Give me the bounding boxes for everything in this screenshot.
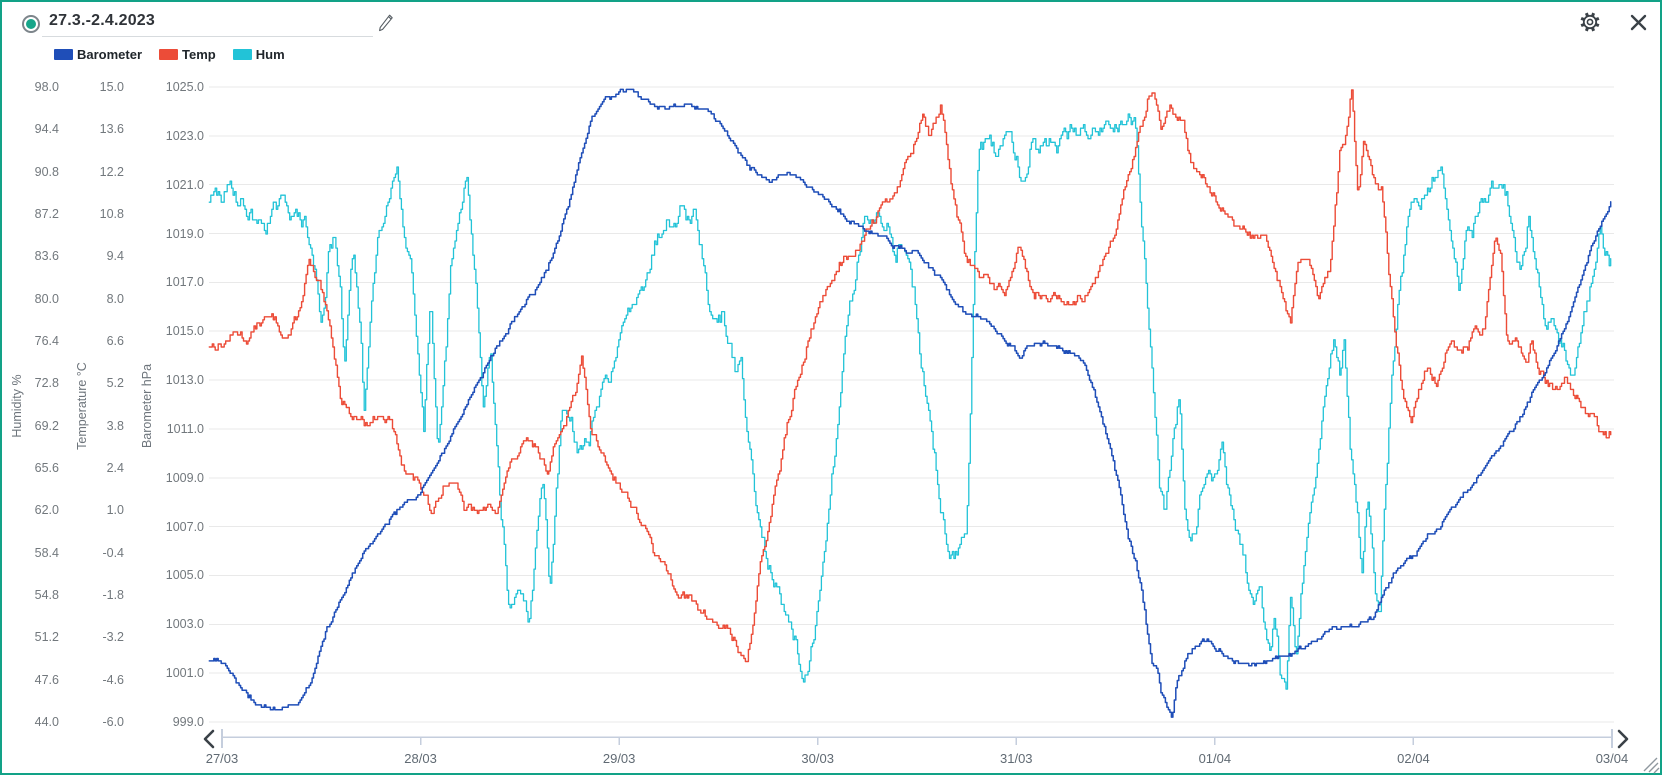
legend-label: Temp <box>182 47 216 62</box>
gear-icon[interactable] <box>1578 10 1602 34</box>
y-tick-label-barometer: 1013.0 <box>165 373 204 388</box>
x-tick-label: 02/04 <box>1397 751 1430 766</box>
y-tick-label-temperature: 8.0 <box>106 291 124 306</box>
y-tick-label-humidity: 98.0 <box>34 80 59 94</box>
y-tick-label-barometer: 1007.0 <box>165 519 204 534</box>
chart-title-input[interactable]: 27.3.-2.4.2023 <box>42 8 373 37</box>
y-tick-label-humidity: 76.4 <box>34 334 59 348</box>
y-tick-label-barometer: 1025.0 <box>165 80 204 94</box>
y-tick-label-temperature: -0.4 <box>102 545 124 560</box>
legend-swatch-temp <box>159 49 179 60</box>
legend-swatch-barometer <box>54 49 73 60</box>
y-tick-label-humidity: 80.0 <box>34 291 59 306</box>
y-tick-label-temperature: 9.4 <box>106 249 124 264</box>
y-tick-label-barometer: 1017.0 <box>165 275 204 290</box>
y-tick-label-humidity: 62.0 <box>34 503 59 518</box>
y-tick-label-humidity: 51.2 <box>34 630 59 645</box>
x-tick-label: 29/03 <box>602 751 636 766</box>
legend-label: Barometer <box>77 47 143 62</box>
y-tick-label-temperature: 3.8 <box>106 418 124 433</box>
y-tick-label-humidity: 83.6 <box>34 249 59 264</box>
x-tick-label: 27/03 <box>205 751 239 766</box>
y-tick-label-humidity: 65.6 <box>34 461 59 475</box>
y-tick-label-temperature: -3.2 <box>102 630 124 645</box>
y-tick-label-humidity: 58.4 <box>34 545 59 560</box>
chart-title: 27.3.-2.4.2023 <box>49 12 155 29</box>
y-tick-label-humidity: 54.8 <box>34 588 59 602</box>
close-icon[interactable] <box>1629 13 1648 32</box>
y-tick-label-temperature: 6.6 <box>106 334 124 348</box>
y-tick-label-barometer: 1019.0 <box>165 226 204 241</box>
legend-label: Hum <box>255 47 285 62</box>
y-tick-label-temperature: 2.4 <box>106 461 124 475</box>
legend-item-hum[interactable]: Hum <box>232 47 285 62</box>
y-tick-label-barometer: 1015.0 <box>165 324 204 339</box>
y-tick-label-barometer: 1003.0 <box>165 617 204 632</box>
x-tick-label: 01/04 <box>1198 751 1232 766</box>
legend-item-temp[interactable]: Temp <box>159 47 216 62</box>
y-tick-label-barometer: 1011.0 <box>166 421 204 436</box>
series-temp <box>208 89 1612 663</box>
y-tick-label-temperature: 10.8 <box>99 207 124 221</box>
y-tick-label-humidity: 94.4 <box>34 122 59 137</box>
x-tick-label: 03/04 <box>1595 751 1629 766</box>
series-lines <box>208 88 1612 718</box>
x-tick-label: 28/03 <box>404 751 437 766</box>
y-tick-label-barometer: 1001.0 <box>165 666 204 681</box>
legend-item-barometer[interactable]: Barometer <box>54 47 142 62</box>
y-tick-label-humidity: 87.2 <box>34 207 59 221</box>
time-range-slider[interactable] <box>221 729 1613 748</box>
y-tick-label-temperature: -6.0 <box>102 715 124 729</box>
legend-swatch-hum <box>232 49 252 60</box>
y-tick-label-temperature: 12.2 <box>99 164 124 179</box>
y-tick-label-barometer: 1021.0 <box>165 177 204 192</box>
series-hum <box>208 113 1612 690</box>
y-tick-label-temperature: 13.6 <box>99 122 124 137</box>
chevron-left-icon[interactable] <box>201 729 217 749</box>
series-barometer <box>208 88 1612 718</box>
y-tick-label-temperature: -4.6 <box>102 672 124 687</box>
gridlines <box>209 86 1614 723</box>
radio-selected-icon <box>26 19 36 29</box>
preset-radio-button[interactable] <box>22 15 40 33</box>
y-tick-label-barometer: 1005.0 <box>165 568 204 583</box>
pencil-icon[interactable] <box>377 13 395 33</box>
y-tick-label-temperature: 5.2 <box>106 376 124 391</box>
chevron-right-icon[interactable] <box>1615 729 1631 749</box>
y-tick-label-temperature: 15.0 <box>99 80 124 94</box>
y-tick-label-humidity: 47.6 <box>34 672 59 687</box>
legend: Barometer Temp Hum <box>54 47 302 62</box>
y-tick-label-barometer: 1009.0 <box>165 470 204 485</box>
y-tick-label-humidity: 44.0 <box>34 715 59 729</box>
x-tick-label: 30/03 <box>801 751 834 766</box>
y-tick-label-barometer: 999.0 <box>172 715 204 729</box>
y-tick-label-humidity: 90.8 <box>34 164 59 179</box>
y-tick-label-humidity: 72.8 <box>34 376 59 391</box>
resize-grip-icon[interactable] <box>1640 754 1660 774</box>
y-tick-label-temperature: -1.8 <box>102 588 124 602</box>
y-tick-label-barometer: 1023.0 <box>165 128 204 143</box>
y-tick-label-humidity: 69.2 <box>34 418 59 433</box>
x-tick-label: 31/03 <box>1000 751 1033 766</box>
y-tick-label-temperature: 1.0 <box>106 503 124 518</box>
